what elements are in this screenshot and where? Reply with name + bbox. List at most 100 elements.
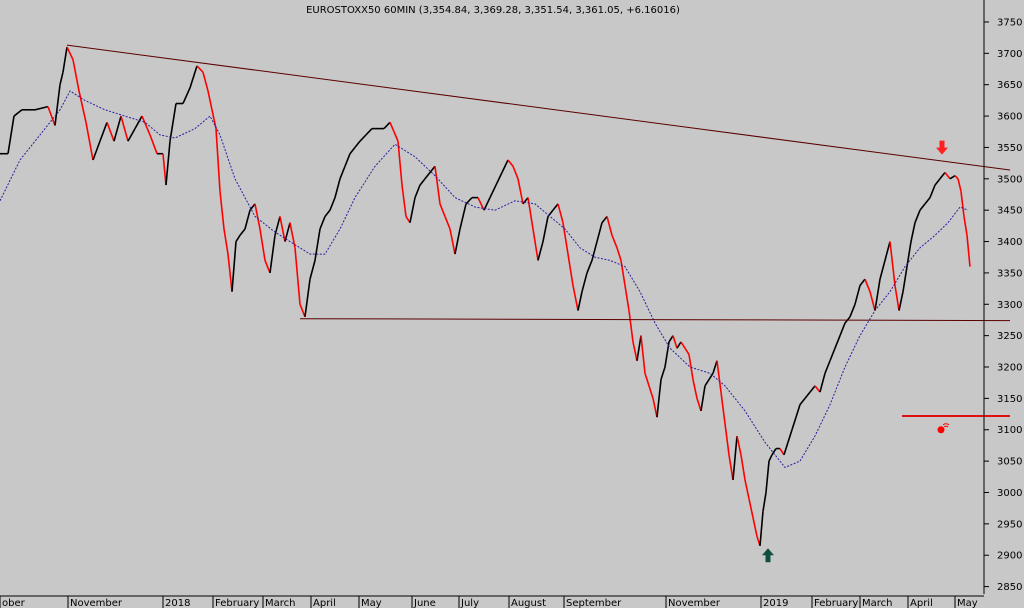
x-tick-label: May: [957, 598, 978, 608]
price-segment: [7, 115, 15, 154]
price-segment: [54, 84, 61, 126]
price-segment: [809, 385, 816, 393]
moving-average-series: [0, 90, 969, 469]
price-segment: [149, 134, 158, 154]
price-segment: [692, 379, 698, 399]
y-tick-label: 3250: [997, 331, 1022, 342]
price-segment: [454, 228, 461, 255]
price-segment: [632, 341, 638, 361]
x-tick-label: 2018: [165, 598, 190, 608]
price-segment: [349, 146, 356, 155]
price-segment: [409, 197, 416, 223]
price-segment: [652, 398, 658, 418]
price-segment: [859, 278, 866, 286]
y-tick-label: 3050: [997, 457, 1022, 468]
x-tick-label: 2019: [763, 598, 788, 608]
price-segment: [804, 391, 811, 399]
price-segment: [954, 175, 959, 180]
price-segment: [944, 172, 951, 180]
y-tick-label: 2900: [997, 551, 1022, 562]
price-segment: [720, 392, 726, 424]
price-segment: [113, 115, 122, 142]
price-segment: [939, 172, 946, 180]
price-segment: [182, 87, 191, 104]
price-series: [0, 46, 971, 547]
price-segment: [906, 241, 912, 267]
price-segment: [72, 59, 80, 92]
price-segment: [289, 222, 296, 248]
y-tick-label: 3150: [997, 394, 1022, 405]
price-segment: [712, 360, 718, 374]
price-segment: [567, 253, 574, 286]
price-segment: [849, 303, 856, 318]
price-segment: [929, 184, 936, 198]
x-tick-label: July: [460, 598, 479, 608]
price-segment: [359, 134, 367, 142]
price-segment: [219, 191, 225, 230]
price-segment: [680, 341, 686, 349]
price-segment: [684, 347, 690, 355]
x-tick-label: March: [265, 598, 295, 608]
price-segment: [99, 122, 108, 142]
price-segment: [660, 366, 666, 380]
price-segment: [439, 203, 446, 217]
price-segment: [732, 435, 738, 481]
price-segment: [869, 291, 876, 311]
price-segment: [299, 303, 306, 318]
price-segment: [344, 153, 351, 167]
price-segment: [919, 203, 926, 211]
price-segment: [134, 115, 143, 130]
price-segment: [814, 385, 821, 393]
price-segment: [744, 479, 750, 499]
descending-trendline: [66, 44, 1011, 171]
price-segment: [294, 247, 301, 305]
plot-area: [0, 44, 1011, 563]
price-segment: [924, 197, 931, 205]
price-segment: [106, 122, 115, 142]
marker-icon: [937, 423, 950, 434]
price-segment: [264, 260, 271, 274]
price-segment: [879, 260, 886, 280]
y-tick-label: 3200: [997, 363, 1022, 374]
price-segment: [752, 517, 758, 537]
price-segment: [309, 260, 316, 280]
moving-average-line: [0, 90, 969, 469]
price-segment: [215, 128, 221, 192]
price-segment: [787, 429, 793, 443]
price-segment: [795, 404, 801, 418]
price-segment: [586, 260, 593, 274]
chart-title: EUROSTOXX50 60MIN (3,354.84, 3,369.28, 3…: [306, 5, 680, 16]
y-axis: 2850 2900 2950 3000 3050 3100 3150 3200 3250 3300…: [983, 0, 1022, 594]
arrow-up-icon: [762, 548, 774, 563]
price-segment: [254, 203, 261, 230]
price-segment: [459, 203, 467, 230]
price-segment: [141, 115, 151, 136]
price-segment: [501, 159, 509, 173]
price-segment: [483, 197, 491, 211]
price-segment: [791, 416, 797, 430]
price-segment: [716, 360, 722, 393]
x-tick-label: ober: [2, 598, 26, 608]
price-segment: [223, 228, 229, 255]
price-segment: [419, 178, 426, 186]
price-segment: [489, 184, 497, 198]
price-segment: [552, 203, 559, 211]
x-tick-label: May: [361, 598, 382, 608]
price-segment: [572, 285, 579, 311]
price-segment: [759, 511, 764, 546]
price-segment: [66, 46, 74, 60]
marker-waves: [942, 423, 950, 428]
price-segment: [648, 385, 654, 399]
price-segment: [620, 260, 626, 286]
x-tick-label: February: [215, 598, 259, 608]
price-segment: [765, 461, 770, 493]
price-segment: [889, 241, 896, 286]
price-segment: [740, 454, 746, 481]
price-segment: [189, 65, 198, 89]
price-segment: [537, 241, 544, 261]
price-segment: [949, 174, 956, 180]
price-segment: [449, 228, 456, 255]
y-tick-label: 3600: [997, 112, 1022, 123]
x-tick-label: November: [668, 598, 721, 608]
